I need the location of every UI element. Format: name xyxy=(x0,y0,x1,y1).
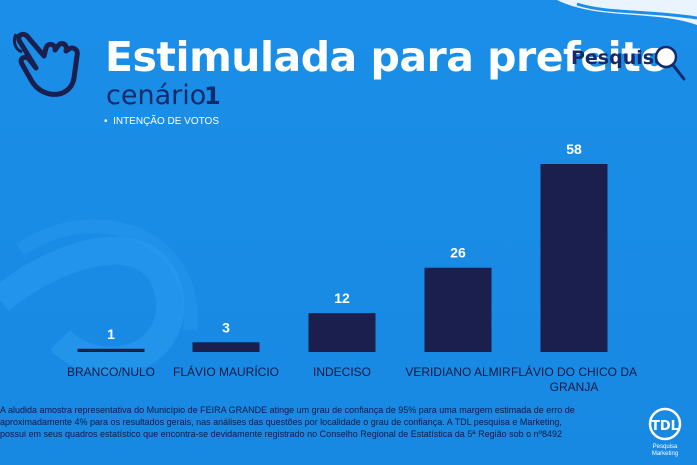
logo-text: TDL xyxy=(651,419,679,434)
category-label-4: FLÁVIO DO CHICO DA GRANJA xyxy=(510,365,638,394)
bar-2 xyxy=(308,313,376,352)
scenario-number: 1 xyxy=(204,82,221,110)
footnote-line-1: A aludida amostra representativa do Muni… xyxy=(0,405,575,415)
data-label-4: 58 xyxy=(566,141,582,157)
legend-bullet: • xyxy=(104,116,114,127)
hand-pointer-icon xyxy=(12,31,80,97)
bar-3 xyxy=(424,267,492,352)
bar-1 xyxy=(192,342,260,352)
data-label-1: 3 xyxy=(222,319,230,335)
corner-wave-decoration xyxy=(517,0,697,25)
tdl-logo: TDL Pesquisa Marketing xyxy=(648,407,682,457)
category-label-3: VERIDIANO ALMIR xyxy=(405,365,511,379)
logo-subtext-1: Pesquisa xyxy=(653,444,678,450)
footnote-line-3: possui em seus quadros estatístico que e… xyxy=(0,429,562,439)
bar-0 xyxy=(77,348,145,352)
footnote: A aludida amostra representativa do Muni… xyxy=(0,404,645,440)
data-label-2: 12 xyxy=(334,290,350,306)
footnote-line-2: aproximadamente 4% para os resultados ge… xyxy=(0,417,562,427)
data-label-3: 26 xyxy=(450,245,466,261)
brand-name: Pesquisa xyxy=(571,47,667,69)
data-label-0: 1 xyxy=(107,326,115,342)
logo-subtext-2: Marketing xyxy=(652,451,678,457)
page-title: Estimulada para prefeito xyxy=(105,33,669,81)
magnifier-icon xyxy=(654,45,686,81)
bar-chart: 1 3 12 26 58 xyxy=(77,141,608,352)
legend-label: INTENÇÃO DE VOTOS xyxy=(113,116,220,127)
category-label-0: BRANCO/NULO xyxy=(66,365,155,379)
category-label-1: FLÁVIO MAURÍCIO xyxy=(172,365,279,379)
bar-4 xyxy=(540,164,608,352)
scenario-label: cenário xyxy=(106,80,207,111)
category-label-2: INDECISO xyxy=(312,365,371,379)
legend: • INTENÇÃO DE VOTOS xyxy=(104,116,219,127)
